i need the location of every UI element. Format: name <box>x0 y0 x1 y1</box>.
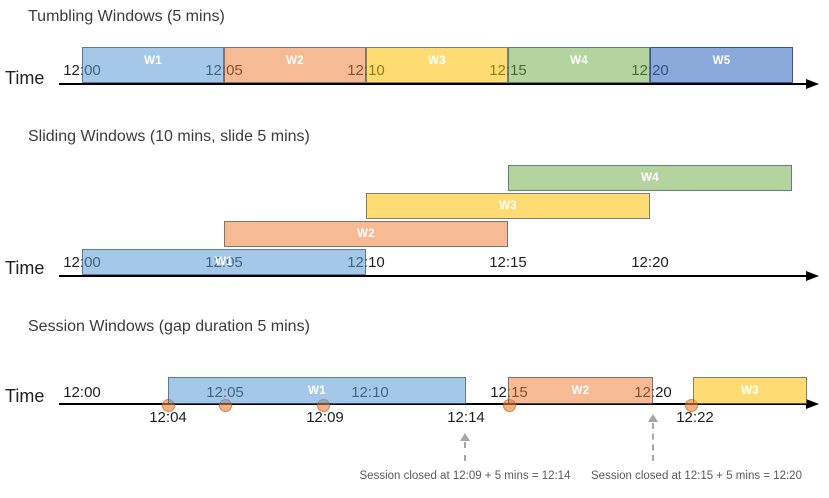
event-time-label: 12:22 <box>676 409 714 426</box>
timeline-session <box>59 403 809 405</box>
window-bar-tumbling-w1: W1 <box>82 47 224 83</box>
window-label: W1 <box>308 384 326 397</box>
window-bar-tumbling-w4: W4 <box>508 47 650 83</box>
window-label: W3 <box>499 200 517 212</box>
window-label: W4 <box>570 55 588 67</box>
axis-time-label: Time <box>5 68 45 88</box>
session-annotation: Session closed at 12:15 + 5 mins = 12:20 <box>591 470 802 482</box>
timeline-tumbling <box>59 83 809 85</box>
section-title-sliding: Sliding Windows (10 mins, slide 5 mins) <box>28 128 310 145</box>
section-title-session: Session Windows (gap duration 5 mins) <box>28 318 310 335</box>
window-bar-sliding-w2: W2 <box>224 221 508 247</box>
window-bar-sliding-w3: W3 <box>366 193 650 219</box>
window-bar-session-w2: W2 <box>508 377 653 404</box>
window-bar-sliding-w1: W1 <box>82 249 366 275</box>
event-time-label: 12:14 <box>447 409 485 426</box>
event-time-label: 12:04 <box>149 409 187 426</box>
window-label: W4 <box>641 172 659 184</box>
session-annotation: Session closed at 12:09 + 5 mins = 12:14 <box>359 470 571 482</box>
axis-time-label: Time <box>5 386 45 406</box>
window-bar-sliding-w4: W4 <box>508 165 792 191</box>
window-label: W3 <box>741 384 759 397</box>
window-bar-tumbling-w2: W2 <box>224 47 366 83</box>
window-label: W3 <box>428 55 446 67</box>
dashed-arrow-up-icon <box>648 414 658 461</box>
dashed-arrow-up-icon <box>460 433 470 461</box>
section-title-tumbling: Tumbling Windows (5 mins) <box>28 8 225 25</box>
window-label: W2 <box>286 55 304 67</box>
window-label: W2 <box>357 228 375 240</box>
tick-label: 12:00 <box>63 384 101 401</box>
window-label: W2 <box>571 384 590 397</box>
window-bar-tumbling-w5: W5 <box>650 47 793 83</box>
axis-time-label: Time <box>5 258 45 278</box>
arrow-right-icon <box>806 399 819 409</box>
window-label: W5 <box>712 55 731 67</box>
arrow-right-icon <box>806 79 819 89</box>
window-bar-tumbling-w3: W3 <box>366 47 508 83</box>
arrow-right-icon <box>806 271 819 281</box>
window-bar-session-w1: W1 <box>168 377 466 404</box>
window-bar-session-w3: W3 <box>693 377 807 404</box>
tick-label: 12:15 <box>489 254 527 271</box>
window-label: W1 <box>215 256 233 268</box>
event-time-label: 12:09 <box>306 409 344 426</box>
tick-label: 12:20 <box>631 254 669 271</box>
timeline-sliding <box>59 275 809 277</box>
window-label: W1 <box>144 55 162 67</box>
